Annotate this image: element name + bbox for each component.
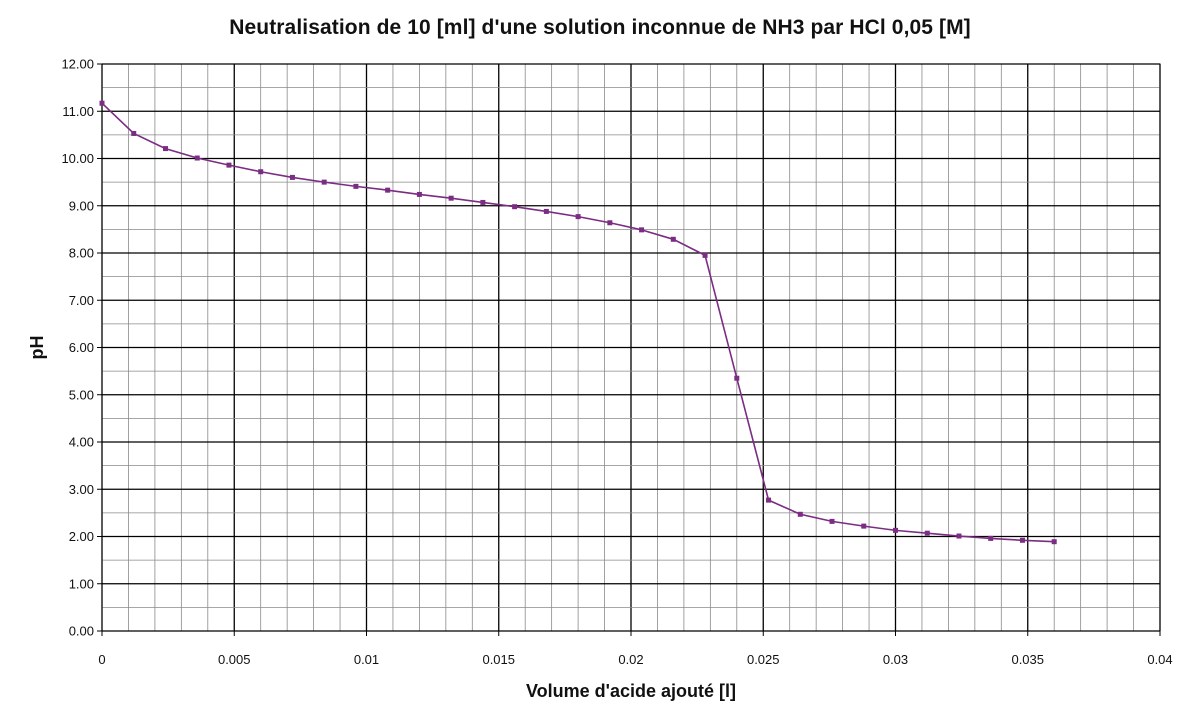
data-point — [131, 130, 137, 136]
data-point — [543, 208, 549, 214]
data-point — [861, 523, 867, 529]
x-tick-label: 0.005 — [218, 652, 251, 667]
y-tick-label: 2.00 — [69, 529, 94, 544]
data-point — [956, 533, 962, 539]
y-tick-label: 11.00 — [62, 104, 94, 119]
series — [99, 100, 1057, 545]
data-point — [702, 252, 708, 258]
data-point — [99, 100, 105, 106]
chart-title: Neutralisation de 10 [ml] d'une solution… — [229, 16, 971, 39]
data-point — [734, 375, 740, 381]
y-tick-label: 6.00 — [69, 340, 94, 355]
data-point — [289, 174, 295, 180]
data-point — [829, 518, 835, 524]
x-tick-label: 0.03 — [883, 652, 908, 667]
y-tick-label: 10.00 — [61, 151, 94, 166]
data-point — [353, 183, 359, 189]
data-point — [416, 191, 422, 197]
data-point — [258, 169, 264, 175]
grid — [101, 63, 1161, 632]
x-tick-label: 0.025 — [747, 652, 780, 667]
y-tick-label: 1.00 — [69, 576, 94, 591]
data-point — [797, 511, 803, 517]
x-tick-label: 0 — [98, 652, 105, 667]
x-axis-title: Volume d'acide ajouté [l] — [526, 681, 736, 701]
data-point — [924, 530, 930, 536]
y-tick-label: 3.00 — [69, 482, 94, 497]
data-point — [321, 179, 327, 185]
data-point — [670, 236, 676, 242]
data-point — [512, 204, 518, 210]
data-point — [1019, 537, 1025, 543]
x-tick-label: 0.04 — [1147, 652, 1172, 667]
y-axis: 0.00 1.00 2.00 3.00 4.00 5.00 6.00 7.00 8.00 9.00… — [61, 57, 102, 639]
data-point — [607, 220, 613, 226]
data-point — [226, 162, 232, 168]
data-point — [988, 535, 994, 541]
y-tick-label: 5.00 — [69, 387, 94, 402]
data-point — [639, 227, 645, 233]
data-point — [448, 195, 454, 201]
data-point — [162, 146, 168, 152]
x-axis: 0 0.005 0.01 0.015 0.02 0.025 0.03 0.035 0.04 — [98, 631, 1173, 667]
y-axis-title: pH — [27, 336, 47, 360]
data-point — [575, 214, 581, 220]
y-tick-label: 9.00 — [69, 198, 94, 213]
x-tick-label: 0.035 — [1011, 652, 1044, 667]
y-tick-label: 7.00 — [69, 293, 94, 308]
y-tick-label: 12.00 — [61, 57, 94, 72]
x-tick-label: 0.01 — [354, 652, 379, 667]
y-tick-label: 8.00 — [69, 246, 94, 261]
data-point — [893, 527, 898, 533]
x-tick-label: 0.02 — [618, 652, 643, 667]
y-tick-label: 0.00 — [69, 624, 94, 639]
data-point — [766, 497, 772, 503]
y-tick-label: 4.00 — [69, 435, 94, 450]
x-tick-label: 0.015 — [482, 652, 515, 667]
data-point — [480, 199, 486, 205]
data-point — [194, 155, 200, 161]
data-point — [385, 187, 391, 193]
data-point — [1051, 539, 1057, 545]
